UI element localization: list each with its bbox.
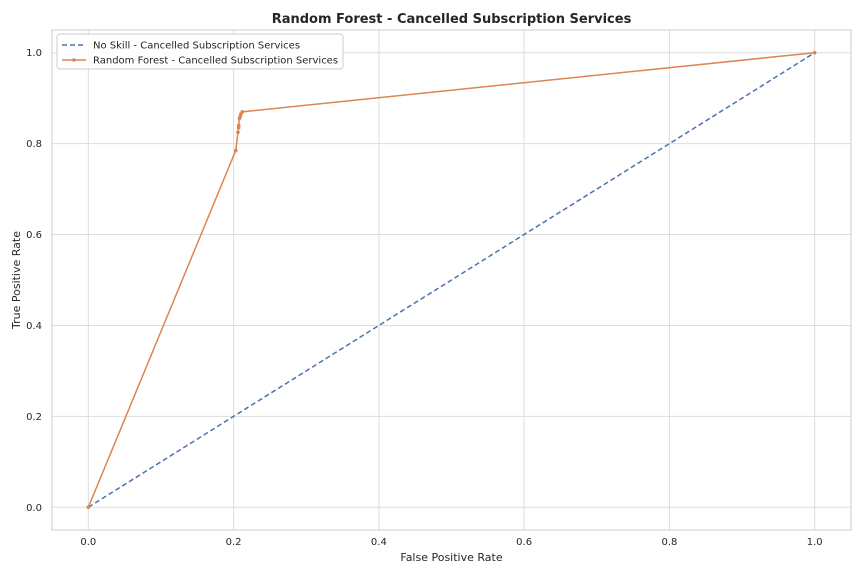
y-axis-label: True Positive Rate xyxy=(10,231,23,330)
y-tick-label: 0.6 xyxy=(26,230,42,241)
series xyxy=(86,50,817,510)
x-tick-label: 0.2 xyxy=(226,537,242,548)
y-tick-label: 0.2 xyxy=(26,412,42,423)
chart-title: Random Forest - Cancelled Subscription S… xyxy=(272,12,632,27)
x-tick-label: 1.0 xyxy=(807,537,823,548)
data-point xyxy=(236,123,241,128)
legend-entry: No Skill - Cancelled Subscription Servic… xyxy=(93,41,300,52)
series-line xyxy=(87,52,816,508)
data-point xyxy=(86,505,91,510)
plot-frame xyxy=(51,29,852,531)
data-point xyxy=(233,148,238,153)
x-tick-labels: 0.0 0.2 0.4 0.6 0.8 1.0 xyxy=(80,537,822,548)
legend: No Skill - Cancelled Subscription Servic… xyxy=(56,33,344,70)
y-tick-label: 1.0 xyxy=(26,48,42,59)
x-tick-label: 0.8 xyxy=(661,537,677,548)
y-tick-labels: 0.0 0.2 0.4 0.6 0.8 1.0 xyxy=(26,48,42,514)
x-axis-label: False Positive Rate xyxy=(400,551,502,564)
y-tick-label: 0.0 xyxy=(26,503,42,514)
data-point xyxy=(236,130,240,135)
legend-marker xyxy=(72,58,76,62)
legend-entry: Random Forest - Cancelled Subscription S… xyxy=(93,56,338,67)
y-tick-label: 0.4 xyxy=(26,321,42,332)
x-tick-label: 0.6 xyxy=(516,537,532,548)
data-point xyxy=(240,110,245,114)
x-tick-label: 0.4 xyxy=(371,537,387,548)
legend-box xyxy=(56,33,344,70)
y-tick-label: 0.8 xyxy=(26,139,42,150)
x-tick-label: 0.0 xyxy=(80,537,96,548)
data-point xyxy=(812,50,817,55)
